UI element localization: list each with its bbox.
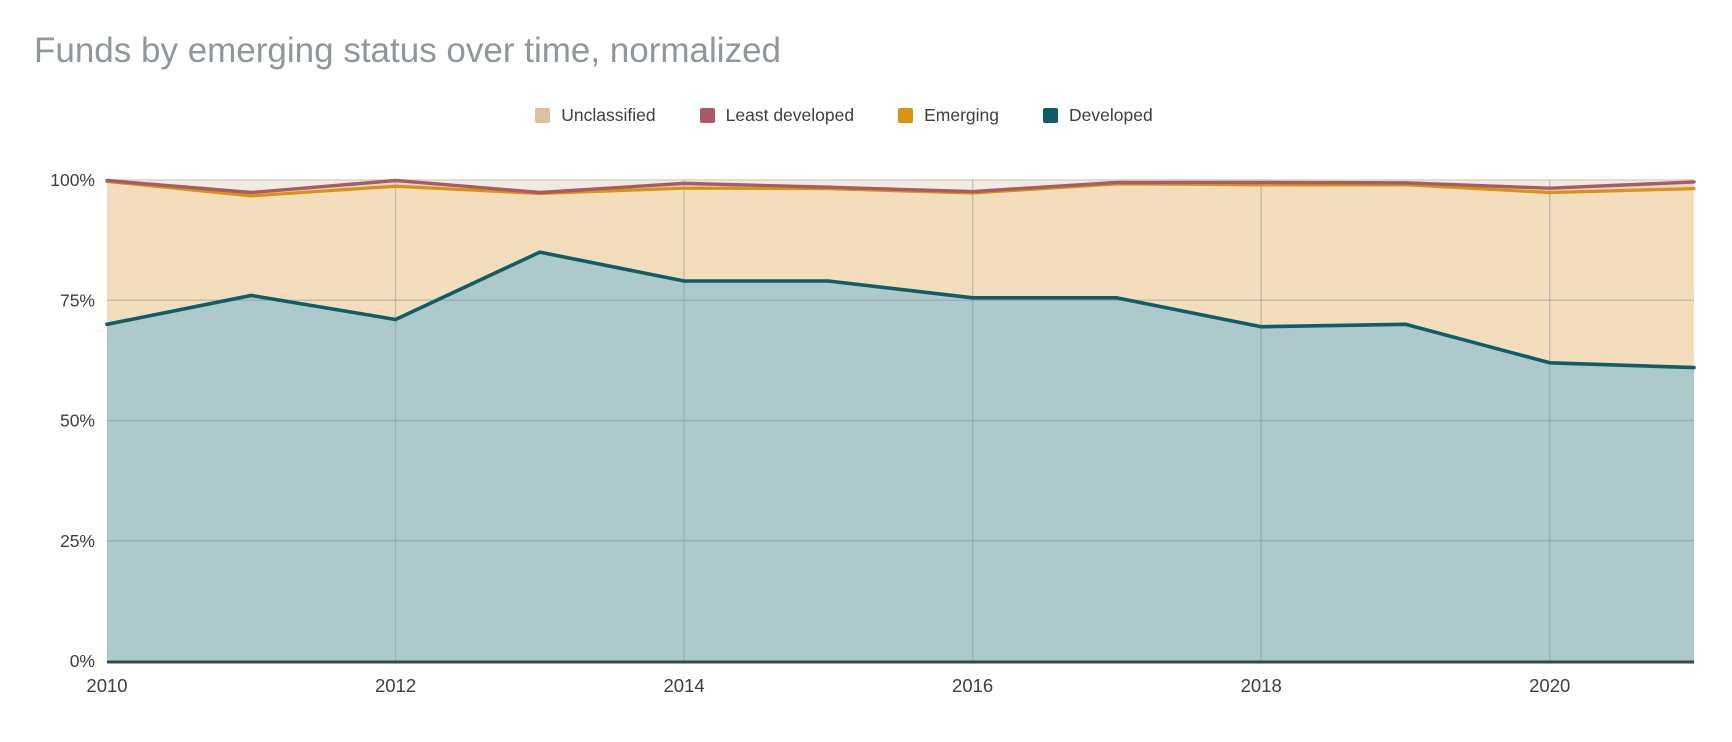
legend-label-developed: Developed: [1069, 104, 1153, 125]
chart-title: Funds by emerging status over time, norm…: [34, 31, 781, 70]
legend-swatch-unclassified: [535, 107, 551, 123]
legend-item-developed[interactable]: Developed: [1043, 105, 1153, 126]
legend-item-least-developed[interactable]: Least developed: [699, 104, 855, 126]
y-tick-label-75: 75%: [60, 290, 95, 310]
legend-label-emerging: Emerging: [924, 104, 1000, 125]
chart-legend: Unclassified Least developed Emerging De…: [0, 101, 1732, 129]
legend-item-emerging[interactable]: Emerging: [898, 105, 999, 126]
legend-label-unclassified: Unclassified: [561, 104, 656, 125]
y-tick-label-25: 25%: [60, 531, 95, 551]
line-developed: [105, 250, 1696, 370]
legend-swatch-emerging: [898, 107, 914, 123]
x-tick-label-2020: 2020: [1529, 675, 1570, 696]
y-tick-label-100: 100%: [50, 170, 95, 190]
legend-label-least-developed: Least developed: [725, 104, 855, 125]
x-tick-label-2012: 2012: [375, 675, 416, 696]
x-tick-label-2010: 2010: [86, 675, 127, 696]
y-tick-label-0: 0%: [70, 651, 95, 671]
y-tick-label-50: 50%: [60, 411, 95, 431]
x-tick-label-2014: 2014: [664, 675, 705, 696]
area-developed[interactable]: [107, 252, 1694, 661]
legend-item-unclassified[interactable]: Unclassified: [535, 104, 656, 126]
legend-swatch-developed: [1043, 107, 1059, 123]
x-tick-label-2018: 2018: [1241, 675, 1282, 696]
x-tick-label-2016: 2016: [952, 675, 993, 696]
line-least-developed: [105, 178, 1696, 195]
legend-swatch-least-developed: [699, 107, 715, 123]
